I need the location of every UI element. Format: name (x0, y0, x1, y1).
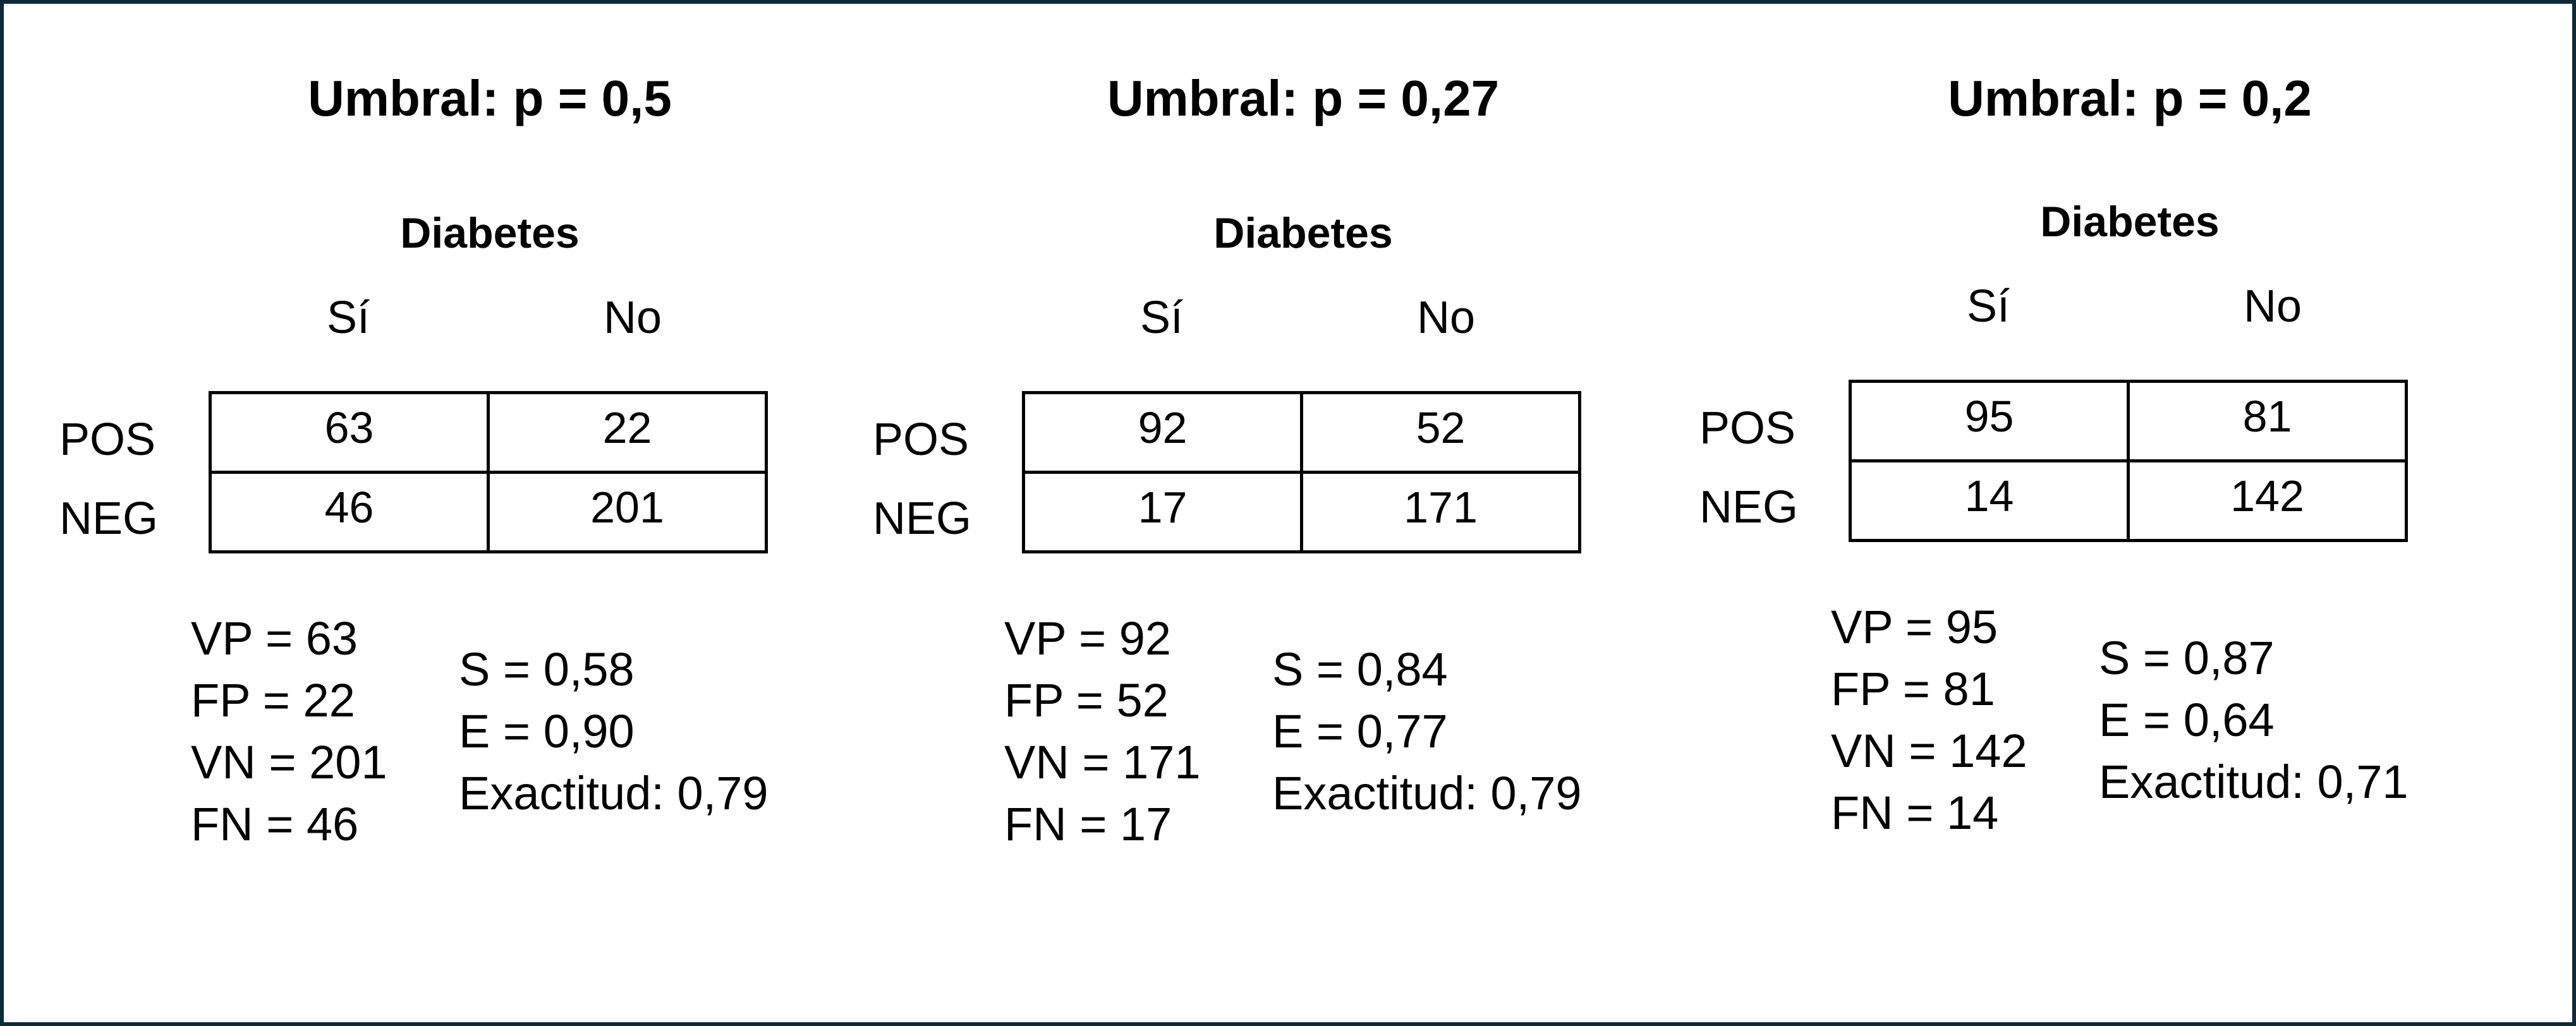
row-header-neg: NEG (1699, 482, 1799, 533)
matrix-cell: 81 (2127, 380, 2408, 462)
confusion-matrix: 95 81 14 142 (1849, 380, 2408, 542)
count-item: FN = 46 (191, 798, 359, 850)
matrix-row: 14 142 (1849, 459, 2408, 542)
threshold-panel: Umbral: p = 0,2 Diabetes Sí No POS NEG 9… (1640, 0, 2462, 1026)
threshold-panel: Umbral: p = 0,27 Diabetes Sí No POS NEG … (813, 0, 1635, 1026)
matrix-cell: 171 (1300, 471, 1581, 553)
row-header-neg: NEG (59, 493, 159, 544)
metrics-list: S = 0,84 E = 0,77 Exactitud: 0,79 (1272, 639, 1582, 824)
metrics-list: S = 0,58 E = 0,90 Exactitud: 0,79 (459, 639, 769, 824)
row-header-pos: POS (59, 414, 156, 465)
count-item: FP = 81 (1831, 663, 1995, 715)
metric-item: Exactitud: 0,71 (2099, 756, 2409, 808)
matrix-row: 17 171 (1022, 471, 1581, 553)
metric-item: S = 0,87 (2099, 632, 2275, 684)
count-item: VP = 92 (1004, 612, 1172, 665)
matrix-row: 63 22 (209, 391, 768, 474)
count-item: VN = 201 (191, 736, 387, 788)
matrix-cell: 46 (209, 471, 490, 553)
count-item: VN = 142 (1831, 725, 2027, 777)
column-header-yes: Sí (1966, 281, 2010, 332)
panel-title: Umbral: p = 0,5 (308, 70, 672, 126)
row-header-neg: NEG (873, 493, 972, 544)
count-item: VP = 63 (191, 612, 358, 665)
matrix-row: 46 201 (209, 471, 768, 553)
confusion-matrix: 92 52 17 171 (1022, 391, 1581, 553)
matrix-cell: 201 (487, 471, 768, 553)
count-item: VN = 171 (1004, 736, 1201, 788)
counts-list: VP = 95 FP = 81 VN = 142 FN = 14 (1831, 596, 2027, 844)
counts-list: VP = 92 FP = 52 VN = 171 FN = 17 (1004, 608, 1201, 855)
column-header-no: No (1416, 293, 1476, 343)
panel-title: Umbral: p = 0,27 (1107, 70, 1500, 126)
metric-item: E = 0,90 (459, 705, 635, 757)
column-header-yes: Sí (326, 293, 370, 343)
count-item: FP = 22 (191, 674, 355, 727)
metric-item: E = 0,77 (1272, 705, 1448, 757)
column-header-no: No (2243, 281, 2302, 332)
metric-item: S = 0,58 (459, 643, 635, 696)
row-header-pos: POS (873, 414, 969, 465)
matrix-cell: 142 (2127, 459, 2408, 542)
panel-title: Umbral: p = 0,2 (1948, 70, 2312, 126)
confusion-matrix: 63 22 46 201 (209, 391, 768, 553)
matrix-row: 95 81 (1849, 380, 2408, 462)
count-item: FN = 17 (1004, 798, 1172, 850)
matrix-cell: 92 (1022, 391, 1303, 474)
count-item: VP = 95 (1831, 601, 1998, 653)
metric-item: E = 0,64 (2099, 694, 2275, 746)
matrix-cell: 14 (1849, 459, 2130, 542)
matrix-cell: 22 (487, 391, 768, 474)
column-header-no: No (603, 293, 662, 343)
row-header-pos: POS (1699, 403, 1796, 454)
outcome-label: Diabetes (400, 209, 580, 257)
metric-item: Exactitud: 0,79 (1272, 767, 1582, 819)
count-item: FP = 52 (1004, 674, 1169, 727)
matrix-cell: 95 (1849, 380, 2130, 462)
outcome-label: Diabetes (1213, 209, 1393, 257)
metric-item: Exactitud: 0,79 (459, 767, 769, 819)
outcome-label: Diabetes (2040, 198, 2220, 246)
counts-list: VP = 63 FP = 22 VN = 201 FN = 46 (191, 608, 387, 855)
matrix-cell: 52 (1300, 391, 1581, 474)
threshold-panel: Umbral: p = 0,5 Diabetes Sí No POS NEG 6… (0, 0, 822, 1026)
matrix-row: 92 52 (1022, 391, 1581, 474)
matrix-cell: 63 (209, 391, 490, 474)
count-item: FN = 14 (1831, 787, 1999, 839)
matrix-cell: 17 (1022, 471, 1303, 553)
metrics-list: S = 0,87 E = 0,64 Exactitud: 0,71 (2099, 627, 2409, 813)
metric-item: S = 0,84 (1272, 643, 1448, 696)
column-header-yes: Sí (1139, 293, 1184, 343)
